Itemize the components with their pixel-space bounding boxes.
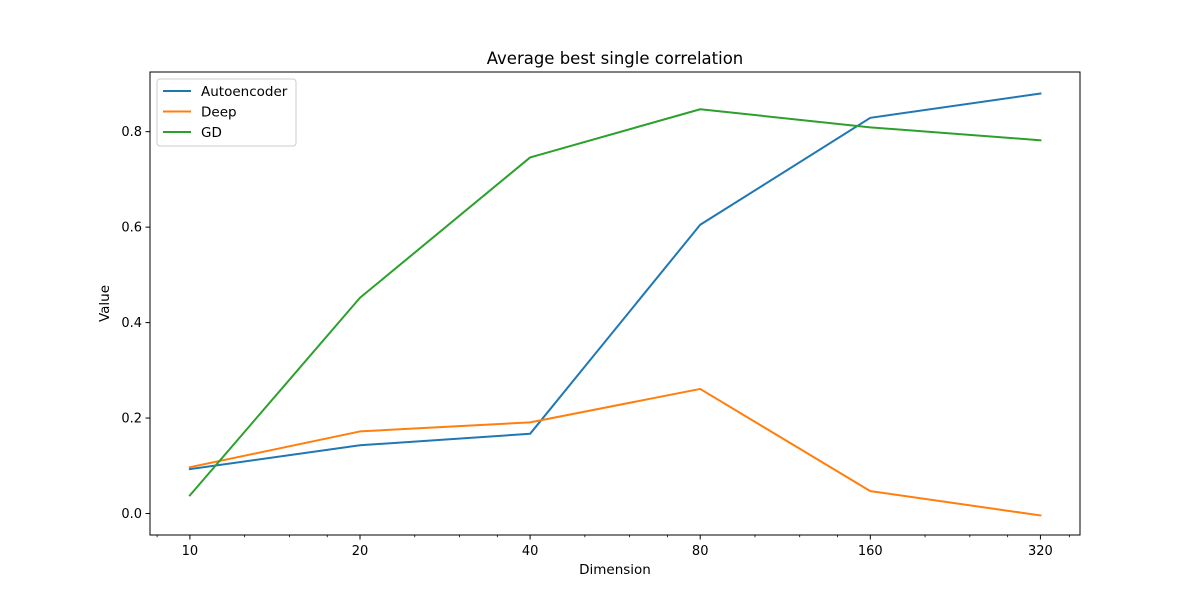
series-line-deep <box>188 387 1042 517</box>
y-tick-label: 0.8 <box>121 125 142 140</box>
legend: Autoencoder Deep GD <box>156 78 297 147</box>
x-tick-label: 320 <box>1028 544 1053 559</box>
y-tick-label: 0.4 <box>121 316 142 331</box>
y-axis: 0.0 0.2 0.4 0.6 0.8 <box>121 125 150 522</box>
x-axis-label: Dimension <box>579 562 651 578</box>
legend-box <box>156 78 297 147</box>
y-tick-label: 0.2 <box>121 412 142 427</box>
y-tick-label: 0.0 <box>121 507 142 522</box>
y-tick-label: 0.6 <box>121 221 142 236</box>
x-tick-label: 10 <box>182 544 199 559</box>
legend-label-autoencoder: Autoencoder <box>201 84 288 100</box>
legend-label-gd: GD <box>201 125 222 141</box>
plot-frame <box>149 71 1081 536</box>
x-tick-label: 80 <box>692 544 709 559</box>
series-line-autoencoder <box>188 92 1042 471</box>
x-axis: 10 20 40 80 160 320 <box>156 535 1070 559</box>
x-tick-label: 20 <box>352 544 369 559</box>
x-tick-label: 160 <box>858 544 883 559</box>
legend-label-deep: Deep <box>201 105 237 121</box>
chart-title: Average best single correlation <box>487 49 744 68</box>
series-lines <box>188 92 1042 517</box>
series-line-gd <box>188 108 1042 497</box>
y-axis-label: Value <box>97 285 113 322</box>
x-tick-label: 40 <box>522 544 539 559</box>
